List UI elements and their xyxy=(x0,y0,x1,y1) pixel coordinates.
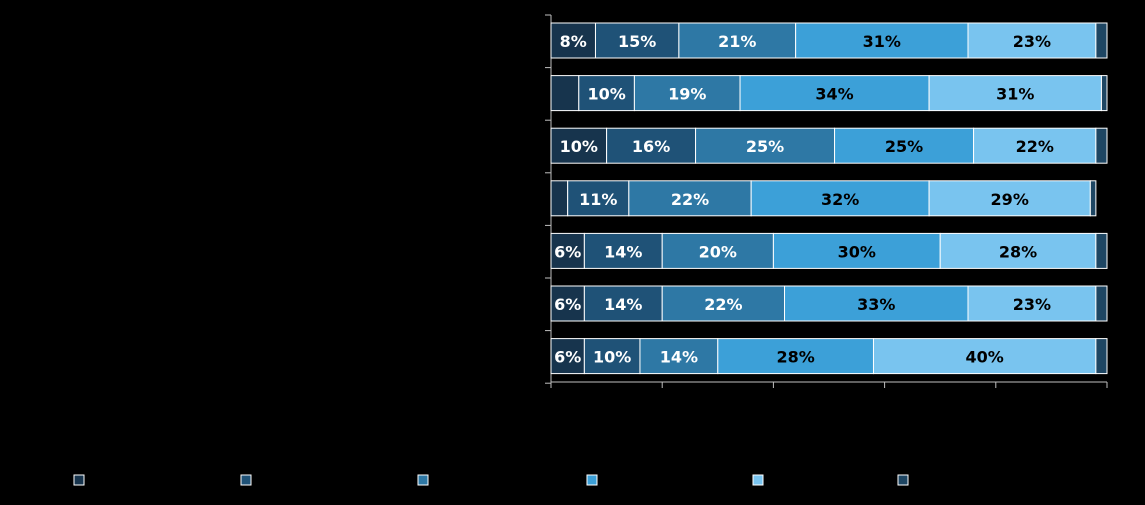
bar-segment-row7-series2 xyxy=(583,338,641,375)
bar-segment-row1-series5 xyxy=(967,22,1097,59)
data-labels: 8% 15% 21% 31% 23% 10% 19% 34% 31% 10% 16% 25% 25% 22… xyxy=(554,32,1054,367)
bar-segment-row5-series1 xyxy=(550,232,585,269)
data-label-row1-series5: 23% xyxy=(1013,32,1051,51)
data-label-row2-series4: 34% xyxy=(815,85,853,104)
data-label-row1-series3: 21% xyxy=(718,32,756,51)
data-label-row7-series1: 6% xyxy=(554,348,581,367)
data-label-row3-series1: 10% xyxy=(560,137,598,156)
data-label-row5-series3: 20% xyxy=(699,242,737,261)
data-label-row3-series4: 25% xyxy=(885,137,923,156)
bar-segment-row4-series2 xyxy=(567,180,630,217)
bar-segment-row2-series6 xyxy=(1100,75,1108,112)
bar-segment-row2-series1 xyxy=(550,75,580,112)
bar-segment-row4-series5 xyxy=(928,180,1091,217)
data-label-row7-series4: 28% xyxy=(776,348,814,367)
bar-segment-row3-series2 xyxy=(606,127,697,164)
bar-segment-row4-series3 xyxy=(628,180,752,217)
data-label-row1-series4: 31% xyxy=(863,32,901,51)
data-label-row3-series2: 16% xyxy=(632,137,670,156)
bar-segment-row1-series2 xyxy=(594,22,680,59)
bar-segment-row5-series3 xyxy=(661,232,774,269)
data-label-row3-series5: 22% xyxy=(1016,137,1054,156)
data-label-row4-series5: 29% xyxy=(991,190,1029,209)
legend-swatch-series3 xyxy=(417,474,429,486)
bar-segment-row3-series6 xyxy=(1095,127,1108,164)
legend-swatch-series2 xyxy=(240,474,252,486)
bar-segment-row4-series6 xyxy=(1089,180,1097,217)
data-label-row4-series3: 22% xyxy=(671,190,709,209)
data-label-row7-series3: 14% xyxy=(660,348,698,367)
data-label-row6-series5: 23% xyxy=(1013,295,1051,314)
bar-segment-row7-series4 xyxy=(717,338,874,375)
data-label-row4-series2: 11% xyxy=(579,190,617,209)
legend-swatch-series6 xyxy=(897,474,909,486)
data-label-row5-series4: 30% xyxy=(838,242,876,261)
data-label-row5-series1: 6% xyxy=(554,242,581,261)
bar-segment-row7-series6 xyxy=(1095,338,1108,375)
data-label-row3-series3: 25% xyxy=(746,137,784,156)
data-label-row7-series5: 40% xyxy=(966,348,1004,367)
bar-segment-row1-series1 xyxy=(550,22,596,59)
bar-segment-row2-series4 xyxy=(739,75,930,112)
data-label-row1-series2: 15% xyxy=(618,32,656,51)
bar-segment-row5-series2 xyxy=(583,232,663,269)
data-label-row6-series2: 14% xyxy=(604,295,642,314)
bar-segment-row7-series3 xyxy=(639,338,719,375)
bar-segment-row3-series3 xyxy=(695,127,836,164)
data-label-row2-series2: 10% xyxy=(587,85,625,104)
bar-segment-row6-series5 xyxy=(967,285,1097,322)
bar-segment-row6-series1 xyxy=(550,285,585,322)
data-label-row2-series5: 31% xyxy=(996,85,1034,104)
bar-segment-row5-series4 xyxy=(772,232,941,269)
data-label-row1-series1: 8% xyxy=(560,32,587,51)
bar-segment-row4-series1 xyxy=(550,180,569,217)
bar-segment-row1-series6 xyxy=(1095,22,1108,59)
data-label-row4-series4: 32% xyxy=(821,190,859,209)
data-label-row2-series3: 19% xyxy=(668,85,706,104)
bar-segment-row1-series3 xyxy=(678,22,797,59)
bar-segment-row2-series2 xyxy=(578,75,635,112)
bar-segment-row6-series2 xyxy=(583,285,663,322)
bar-segment-row3-series1 xyxy=(550,127,608,164)
legend-swatch-series4 xyxy=(586,474,598,486)
bar-segment-row5-series6 xyxy=(1095,232,1108,269)
data-label-row5-series5: 28% xyxy=(999,242,1037,261)
data-label-row5-series2: 14% xyxy=(604,242,642,261)
legend xyxy=(73,474,909,486)
bar-segment-row5-series5 xyxy=(939,232,1097,269)
bar-segment-row3-series4 xyxy=(834,127,975,164)
bars xyxy=(550,22,1108,375)
bar-segment-row2-series3 xyxy=(633,75,741,112)
data-label-row6-series3: 22% xyxy=(704,295,742,314)
bar-segment-row4-series4 xyxy=(750,180,930,217)
data-label-row6-series1: 6% xyxy=(554,295,581,314)
data-label-row7-series2: 10% xyxy=(593,348,631,367)
legend-swatch-series1 xyxy=(73,474,85,486)
legend-swatch-series5 xyxy=(752,474,764,486)
bar-segment-row6-series6 xyxy=(1095,285,1108,322)
data-label-row6-series4: 33% xyxy=(857,295,895,314)
